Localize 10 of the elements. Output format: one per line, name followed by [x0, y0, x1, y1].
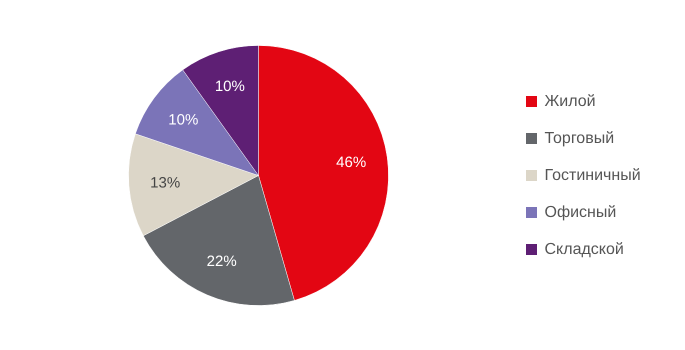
legend-label: Складской — [544, 241, 624, 258]
data-label: 10% — [214, 78, 245, 95]
data-label: 22% — [206, 253, 237, 270]
legend-label: Торговый — [544, 130, 614, 147]
data-label: 46% — [336, 154, 366, 171]
data-label: 10% — [168, 111, 198, 128]
legend-label: Офисный — [544, 204, 616, 221]
data-label: 13% — [150, 174, 180, 192]
legend-label: Гостиничный — [544, 167, 641, 184]
legend-label: Жилой — [544, 93, 596, 110]
